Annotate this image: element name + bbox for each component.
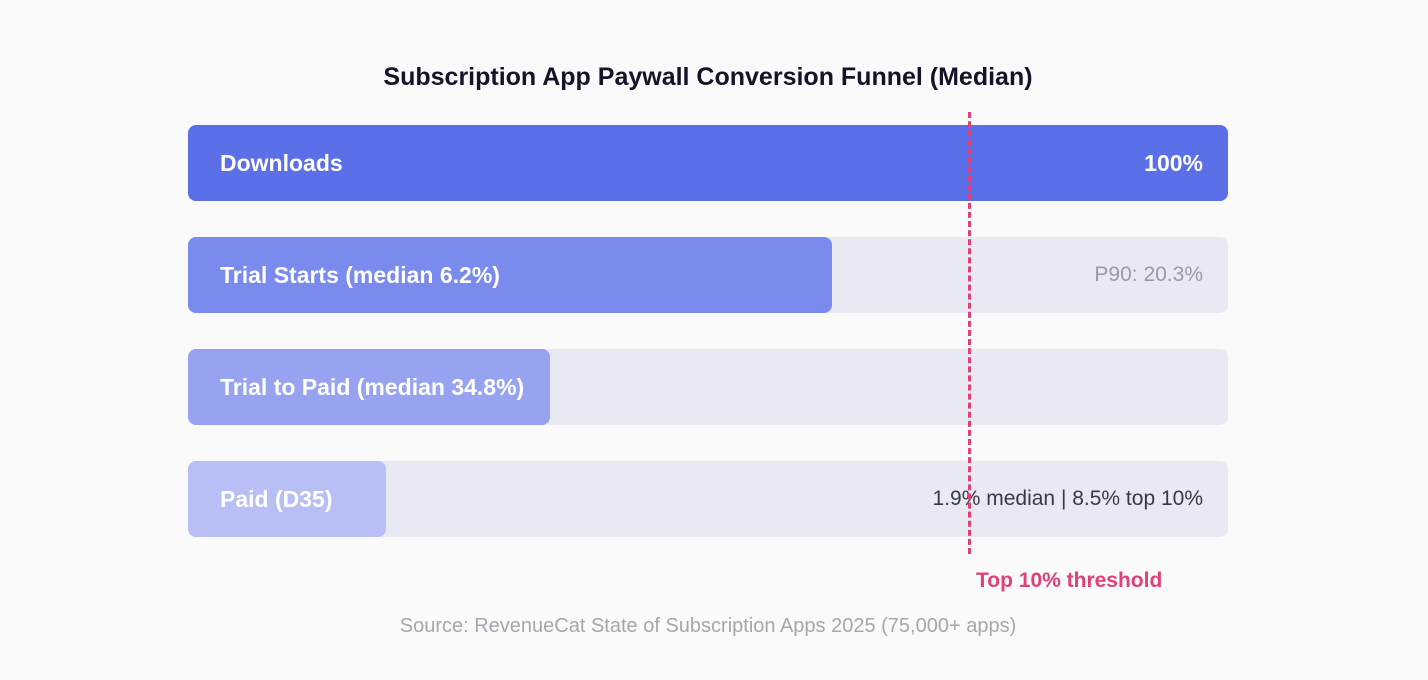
bar-label-downloads: Downloads	[220, 150, 343, 176]
bar-label-trial-to-paid: Trial to Paid (median 34.8%)	[220, 374, 525, 400]
source-note: Source: RevenueCat State of Subscription…	[399, 615, 1017, 637]
bar-value-downloads: 100%	[1144, 150, 1203, 176]
threshold-line	[968, 112, 971, 554]
bar-label-trial-starts: Trial Starts (median 6.2%)	[220, 262, 500, 288]
bar-fill-downloads	[188, 125, 1228, 201]
bar-fill-trial-to-paid	[188, 349, 550, 425]
threshold-label: Top 10% threshold	[976, 569, 1163, 592]
chart-title: Subscription App Paywall Conversion Funn…	[383, 63, 1033, 91]
bar-label-paid: Paid (D35)	[220, 486, 333, 512]
funnel-row-trial-to-paid: Trial to Paid (median 34.8%)	[188, 349, 1228, 425]
bar-fill-trial-starts	[188, 237, 832, 313]
funnel-row-downloads: Downloads 100%	[188, 125, 1228, 201]
bar-value-trial-starts: P90: 20.3%	[1094, 263, 1203, 286]
bar-value-paid: 1.9% median | 8.5% top 10%	[932, 487, 1203, 510]
bar-fill-paid	[188, 461, 386, 537]
funnel-row-trial-starts: Trial Starts (median 6.2%) P90: 20.3%	[188, 237, 1228, 313]
funnel-row-paid: Paid (D35) 1.9% median | 8.5% top 10%	[188, 461, 1228, 537]
